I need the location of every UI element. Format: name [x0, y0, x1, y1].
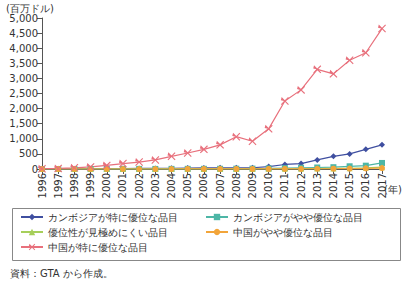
svg-text:4,000: 4,000 [9, 43, 38, 54]
svg-text:2006: 2006 [198, 173, 209, 198]
svg-text:3,000: 3,000 [9, 73, 38, 84]
svg-text:カンボジアがやや優位な品目: カンボジアがやや優位な品目 [233, 212, 363, 223]
svg-text:500: 500 [19, 148, 38, 159]
svg-text:1997: 1997 [53, 173, 64, 198]
svg-text:2015: 2015 [344, 173, 355, 198]
svg-text:2002: 2002 [134, 173, 145, 198]
svg-text:5,000: 5,000 [9, 13, 38, 24]
svg-text:4,500: 4,500 [9, 28, 38, 39]
svg-text:2007: 2007 [215, 173, 226, 198]
svg-text:資料：GTA から作成。: 資料：GTA から作成。 [10, 268, 113, 279]
svg-text:2,500: 2,500 [9, 88, 38, 99]
svg-text:(百万ドル): (百万ドル) [6, 2, 54, 14]
svg-text:2014: 2014 [328, 173, 339, 198]
svg-text:2017: 2017 [377, 173, 388, 198]
svg-text:2005: 2005 [182, 173, 193, 198]
svg-text:2011: 2011 [279, 173, 290, 198]
svg-text:1,000: 1,000 [9, 133, 38, 144]
svg-text:2009: 2009 [247, 173, 258, 198]
svg-text:1999: 1999 [85, 173, 96, 198]
svg-text:1996: 1996 [37, 173, 48, 198]
svg-text:2003: 2003 [150, 173, 161, 198]
svg-text:0: 0 [32, 164, 38, 175]
svg-text:優位性が見極めにくい品目: 優位性が見極めにくい品目 [48, 227, 168, 238]
svg-text:1998: 1998 [69, 173, 80, 198]
svg-text:2012: 2012 [296, 173, 307, 198]
svg-text:3,500: 3,500 [9, 58, 38, 69]
svg-text:カンボジアが特に優位な品目: カンボジアが特に優位な品目 [48, 212, 178, 223]
svg-text:2004: 2004 [166, 173, 177, 198]
svg-text:2000: 2000 [101, 173, 112, 198]
svg-text:2013: 2013 [312, 173, 323, 198]
svg-text:中国がやや優位な品目: 中国がやや優位な品目 [233, 227, 333, 238]
svg-text:2016: 2016 [360, 173, 371, 198]
svg-text:2,000: 2,000 [9, 103, 38, 114]
svg-text:1,500: 1,500 [9, 118, 38, 129]
svg-text:(年): (年) [384, 183, 402, 195]
svg-text:中国が特に優位な品目: 中国が特に優位な品目 [48, 242, 148, 253]
svg-text:2010: 2010 [263, 173, 274, 198]
svg-text:2001: 2001 [117, 173, 128, 198]
svg-text:2008: 2008 [231, 173, 242, 198]
